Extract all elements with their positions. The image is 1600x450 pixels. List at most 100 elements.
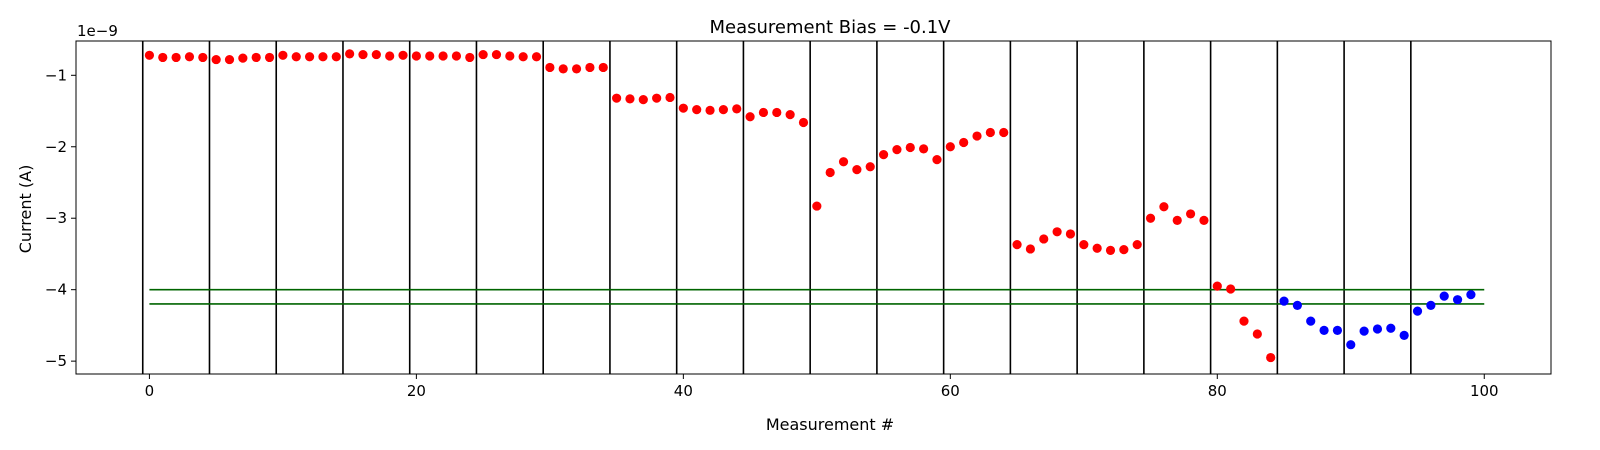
data-point	[158, 52, 168, 63]
y-axis-label: Current (A)	[16, 165, 35, 254]
data-point	[705, 105, 715, 115]
data-point	[144, 50, 155, 60]
data-point	[932, 155, 942, 165]
y-tick-label: −5	[45, 352, 67, 370]
plot-frame	[75, 40, 1552, 375]
data-point	[1172, 215, 1182, 225]
data-point	[1346, 340, 1356, 350]
data-point	[491, 49, 502, 60]
data-point	[345, 49, 355, 59]
data-point	[625, 94, 635, 104]
data-point	[1212, 281, 1222, 291]
data-point	[171, 52, 181, 63]
plot-area: 0 20 40 60 80 100 −5 −4 −3 −2 −1	[45, 40, 1552, 400]
data-point	[518, 52, 528, 62]
data-point	[1239, 316, 1249, 326]
data-point	[558, 64, 568, 74]
data-point	[1399, 330, 1409, 341]
data-point	[371, 49, 381, 60]
data-point	[1159, 202, 1169, 212]
data-point	[411, 51, 421, 61]
data-point	[1439, 291, 1449, 301]
data-point	[665, 92, 675, 103]
data-point	[545, 62, 555, 73]
data-point	[438, 51, 448, 61]
data-point	[1199, 215, 1209, 225]
data-point	[1292, 300, 1302, 310]
data-point	[1025, 244, 1036, 254]
x-tick-label: 0	[145, 382, 155, 400]
data-point	[1226, 284, 1236, 294]
x-axis-label: Measurement #	[766, 415, 894, 434]
data-point	[331, 52, 341, 62]
data-point	[318, 52, 328, 62]
data-point	[585, 62, 595, 73]
data-point	[304, 52, 315, 62]
data-point	[732, 104, 742, 114]
data-point	[999, 127, 1009, 138]
data-point	[238, 53, 248, 63]
data-point	[919, 144, 929, 154]
data-point	[291, 52, 301, 62]
data-point	[1132, 240, 1142, 250]
data-point	[652, 93, 662, 103]
data-point	[812, 201, 822, 211]
data-point	[718, 105, 728, 115]
data-point	[945, 142, 955, 152]
data-point	[1079, 240, 1089, 250]
x-tick-label: 60	[941, 382, 960, 400]
data-point	[1119, 245, 1129, 255]
data-point	[772, 107, 782, 118]
data-point	[878, 150, 889, 160]
data-point	[905, 142, 915, 153]
y-tick-label: −4	[45, 281, 67, 299]
data-point	[1266, 352, 1276, 363]
y-tick-label: −2	[45, 138, 67, 156]
data-point	[678, 103, 688, 113]
data-point	[398, 50, 408, 60]
data-point	[1065, 229, 1076, 239]
data-point	[465, 52, 475, 63]
data-point	[1092, 243, 1102, 253]
data-point	[798, 117, 809, 128]
y-axis-offset-text: 1e−9	[77, 22, 118, 40]
data-point	[1306, 316, 1316, 326]
data-point	[505, 51, 515, 61]
data-point	[1452, 295, 1463, 305]
data-point	[264, 52, 275, 63]
data-point	[758, 107, 769, 118]
data-point	[531, 52, 542, 62]
data-point	[852, 165, 862, 175]
data-point	[425, 51, 435, 61]
data-point	[892, 145, 902, 155]
data-point	[1332, 325, 1343, 336]
data-point	[972, 131, 982, 141]
data-point	[1052, 227, 1062, 237]
x-tick-label: 80	[1208, 382, 1227, 400]
chart-title: Measurement Bias = -0.1V	[709, 17, 951, 38]
x-tick-label: 100	[1470, 382, 1499, 400]
data-point	[478, 49, 488, 60]
x-tick-label: 40	[674, 382, 693, 400]
data-point	[959, 137, 969, 148]
data-point	[785, 110, 795, 120]
data-point	[278, 50, 288, 60]
data-point	[571, 64, 582, 74]
data-point	[1386, 323, 1396, 333]
data-point	[1105, 245, 1116, 255]
data-point	[358, 49, 368, 60]
data-point	[825, 167, 835, 178]
data-point	[598, 62, 608, 73]
data-point	[211, 54, 221, 65]
data-point	[224, 54, 235, 65]
data-point	[1145, 213, 1156, 223]
y-tick-label: −1	[45, 66, 67, 84]
data-point	[985, 127, 995, 138]
data-point	[1372, 324, 1383, 334]
data-point	[1426, 300, 1436, 310]
data-point	[385, 51, 395, 61]
data-point	[1319, 325, 1329, 336]
data-point	[1185, 209, 1196, 219]
